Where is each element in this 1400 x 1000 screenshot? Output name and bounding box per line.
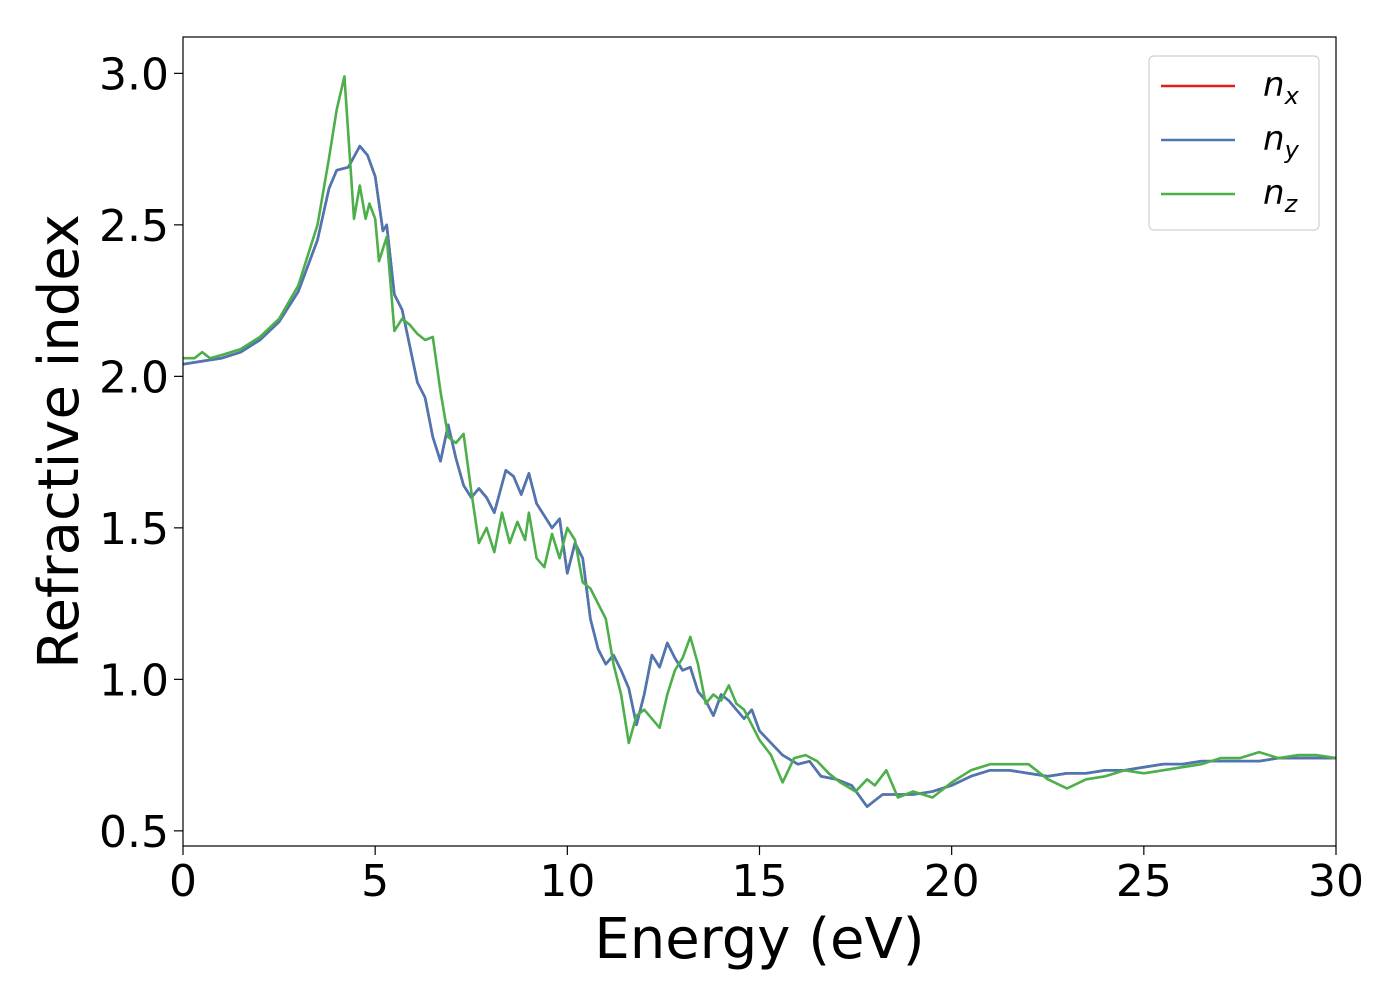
legend-label-y: ny — [1263, 119, 1300, 164]
legend-box — [1148, 55, 1320, 231]
y-tick-label: 2.0 — [99, 352, 169, 403]
x-tick-label: 0 — [169, 856, 197, 907]
legend-label-z: nz — [1263, 173, 1299, 218]
series-layer — [183, 75, 1336, 808]
y-tick-label: 2.5 — [99, 201, 169, 252]
series-line-y — [183, 144, 1336, 808]
y-tick-label: 1.0 — [99, 655, 169, 706]
legend: nx ny nz — [1148, 55, 1320, 231]
y-axis-label: Refractive index — [27, 214, 92, 669]
x-axis: 0 5 10 15 20 25 30 — [169, 846, 1364, 907]
x-tick-label: 10 — [539, 856, 595, 907]
legend-label-x: nx — [1263, 65, 1300, 110]
y-tick-label: 0.5 — [99, 807, 169, 858]
y-axis: 0.5 1.0 1.5 2.0 2.5 3.0 — [99, 49, 183, 858]
x-axis-label: Energy (eV) — [594, 907, 924, 972]
x-tick-label: 25 — [1116, 856, 1172, 907]
x-tick-label: 15 — [732, 856, 788, 907]
series-line-x — [183, 144, 1336, 808]
y-tick-label: 1.5 — [99, 504, 169, 555]
x-tick-label: 20 — [924, 856, 980, 907]
y-tick-label: 3.0 — [99, 49, 169, 100]
x-tick-label: 5 — [361, 856, 389, 907]
series-line-z — [183, 75, 1336, 799]
x-tick-label: 30 — [1308, 856, 1364, 907]
